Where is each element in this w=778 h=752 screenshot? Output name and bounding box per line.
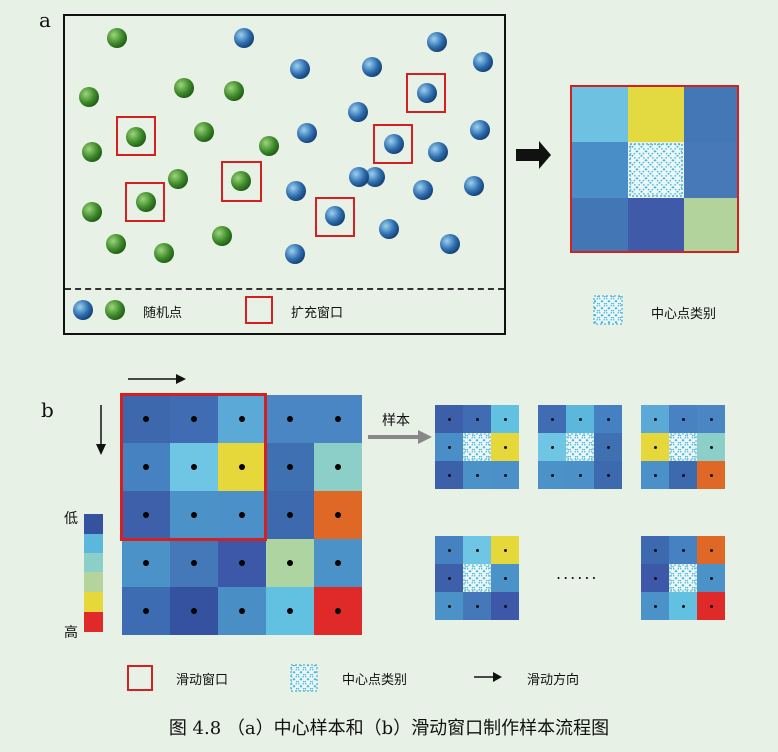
expand-window xyxy=(406,73,446,113)
legend-random-points: 随机点 xyxy=(143,306,183,321)
sample-label: 样本 xyxy=(382,413,410,429)
expand-window xyxy=(373,124,413,164)
center-sample-grid xyxy=(570,85,739,253)
figure-caption: 图 4.8 （a）中心样本和（b）滑动窗口制作样本流程图 xyxy=(168,718,610,739)
sample-grid xyxy=(435,536,519,620)
legend-expand-window: 扩充窗口 xyxy=(291,306,344,321)
blue-points xyxy=(234,28,493,264)
high-label: 高 xyxy=(64,625,78,641)
legend-sliding-window-swatch xyxy=(127,665,153,691)
sample-grid xyxy=(641,536,725,620)
ellipsis: ...... xyxy=(556,564,599,583)
expand-window xyxy=(116,116,156,156)
low-label: 低 xyxy=(64,511,78,527)
sample-grid xyxy=(641,405,725,489)
green-points xyxy=(79,28,279,263)
expand-window xyxy=(315,197,355,237)
expand-window xyxy=(125,182,165,222)
sample-grid xyxy=(435,405,519,489)
expand-window xyxy=(221,161,262,202)
sliding-window xyxy=(120,393,267,541)
legend-center-class-b: 中心点类别 xyxy=(342,673,408,688)
panel-a-label: a xyxy=(39,8,51,32)
panel-b-label: b xyxy=(41,398,54,422)
legend-expand-window-swatch xyxy=(245,296,273,324)
color-scale xyxy=(84,514,103,632)
main-grid xyxy=(122,395,362,635)
random-points-frame xyxy=(63,14,506,335)
legend-sliding-window: 滑动窗口 xyxy=(176,673,229,688)
legend-sliding-direction: 滑动方向 xyxy=(527,673,580,688)
legend-center-class-a: 中心点类别 xyxy=(651,307,717,322)
sample-grid xyxy=(538,405,622,489)
legend-divider xyxy=(65,288,504,290)
